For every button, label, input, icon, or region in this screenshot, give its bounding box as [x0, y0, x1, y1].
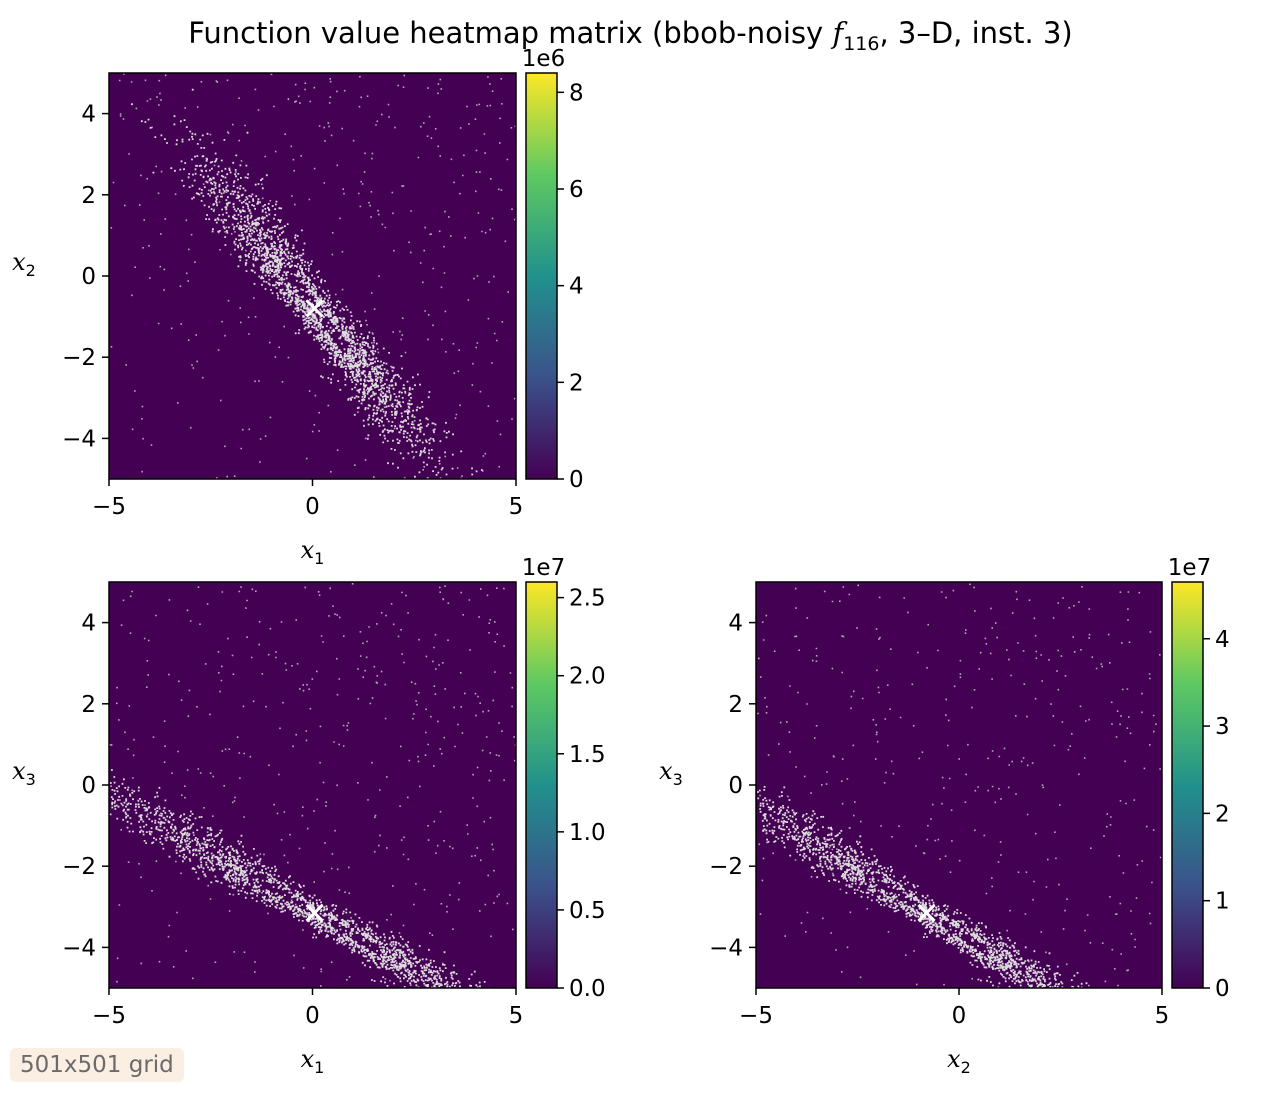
grid-size-badge: 501x501 grid [10, 1048, 184, 1082]
x-tick-label: 0 [305, 1003, 320, 1029]
colorbar-tick-label: 2.5 [569, 586, 606, 612]
heatmap-panel-x2-x3: −5 0 5 −4 −2 0 2 4 x2 x3 0 1 2 3 4 1e7 [659, 555, 1230, 1077]
y-tick-label: −2 [709, 854, 743, 880]
colorbar-tick-label: 4 [1215, 627, 1230, 653]
colorbar [1171, 581, 1204, 989]
y-axis-label: x2 [12, 248, 36, 280]
y-tick-label: −2 [62, 854, 96, 880]
y-tick-label: 2 [81, 692, 96, 718]
x-tick-label: 0 [952, 1003, 967, 1029]
colorbar-tick-label: 3 [1215, 714, 1230, 740]
y-tick-label: 2 [81, 183, 96, 209]
x-axis-label: x2 [947, 1045, 971, 1077]
title-function-subscript: 116 [843, 32, 880, 55]
colorbar-tick-label: 1.0 [569, 820, 606, 846]
x-tick-label: 5 [509, 1003, 524, 1029]
y-tick-label: 4 [81, 611, 96, 637]
colorbar-tick-label: 0 [569, 467, 584, 493]
y-axis-label: x3 [12, 757, 36, 789]
colorbar-tick-label: 4 [569, 274, 584, 300]
x-tick-label: −5 [739, 1003, 773, 1029]
y-tick-label: 2 [728, 692, 743, 718]
x-tick-label: −5 [92, 1003, 126, 1029]
colorbar-tick-label: 1 [1215, 889, 1230, 915]
colorbar-tick-label: 2 [569, 370, 584, 396]
y-tick-label: 4 [728, 611, 743, 637]
y-tick-label: −4 [62, 426, 96, 452]
valley-points [110, 73, 516, 479]
colorbar-multiplier: 1e7 [522, 555, 565, 581]
y-tick-label: 0 [81, 264, 96, 290]
y-tick-label: −4 [62, 935, 96, 961]
valley-band [131, 88, 483, 479]
x-tick-label: −5 [92, 494, 126, 520]
colorbar-multiplier: 1e7 [1168, 555, 1211, 581]
y-tick-label: 0 [728, 773, 743, 799]
colorbar [525, 581, 558, 989]
x-tick-label: 5 [1155, 1003, 1170, 1029]
colorbar-tick-label: 0.5 [569, 898, 606, 924]
figure-title: Function value heatmap matrix (bbob-nois… [188, 16, 1073, 55]
x-tick-label: 5 [509, 494, 524, 520]
optimum-marker [305, 903, 324, 922]
title-function-letter: f [832, 16, 844, 50]
y-tick-label: −4 [709, 935, 743, 961]
y-tick-label: −2 [62, 345, 96, 371]
optimum-marker [305, 299, 324, 318]
y-axis-label: x3 [659, 757, 683, 789]
colorbar [525, 72, 558, 480]
y-tick-label: 0 [81, 773, 96, 799]
optimum-marker [917, 903, 936, 922]
colorbar-tick-label: 1.5 [569, 742, 606, 768]
colorbar-tick-label: 2.0 [569, 664, 606, 690]
y-tick-label: 4 [81, 102, 96, 128]
x-axis-label: x1 [301, 1045, 325, 1077]
colorbar-tick-label: 2 [1215, 801, 1230, 827]
colorbar-tick-label: 0.0 [569, 976, 606, 1002]
x-axis-label: x1 [301, 536, 325, 568]
heatmap-field [109, 582, 516, 988]
colorbar-tick-label: 6 [569, 177, 584, 203]
colorbar-multiplier: 1e6 [522, 46, 565, 72]
x-tick-label: 0 [305, 494, 320, 520]
colorbar-tick-label: 8 [569, 80, 584, 106]
colorbar-tick-label: 0 [1215, 976, 1230, 1002]
